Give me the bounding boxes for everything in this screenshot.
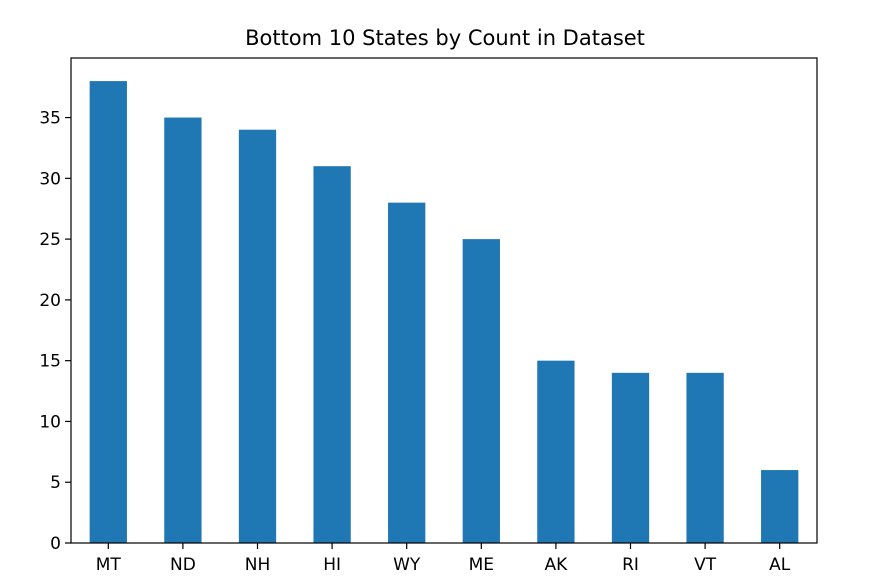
x-axis: MT ND NH HI WY ME AK RI VT AL: [96, 543, 791, 575]
y-tick-label: 15: [39, 352, 61, 372]
x-tick-label: MT: [96, 555, 122, 575]
x-tick-label: RI: [622, 555, 639, 575]
x-tick-label: NH: [245, 555, 271, 575]
y-tick-label: 25: [39, 230, 61, 250]
y-tick-label: 10: [39, 412, 61, 432]
y-tick-label: 20: [39, 291, 61, 311]
bar-nh: [238, 129, 277, 543]
chart-title: Bottom 10 States by Count in Dataset: [245, 26, 645, 50]
y-axis: 0 5 10 15 20 25 30 35: [39, 109, 71, 554]
x-tick-label: ME: [469, 555, 494, 575]
bar-al: [761, 470, 799, 543]
bar-vt: [686, 372, 724, 543]
y-tick-label: 35: [39, 109, 61, 129]
bar-wy: [388, 202, 426, 544]
y-tick-label: 30: [39, 169, 61, 189]
plot-frame: [70, 57, 818, 544]
bar-me: [462, 239, 500, 543]
bar-mt: [89, 81, 127, 543]
x-tick-label: ND: [170, 555, 196, 575]
x-tick-label: HI: [323, 555, 341, 575]
x-tick-label: AL: [769, 555, 791, 575]
bars-layer: [89, 81, 799, 544]
bar-ak: [537, 360, 575, 543]
y-tick-label: 5: [50, 473, 61, 493]
bar-hi: [313, 166, 351, 543]
x-tick-label: VT: [694, 555, 717, 575]
bar-ri: [611, 372, 650, 543]
x-tick-label: AK: [545, 555, 569, 575]
bar-nd: [164, 117, 202, 543]
x-tick-label: WY: [393, 555, 421, 575]
y-tick-label: 0: [50, 534, 61, 554]
